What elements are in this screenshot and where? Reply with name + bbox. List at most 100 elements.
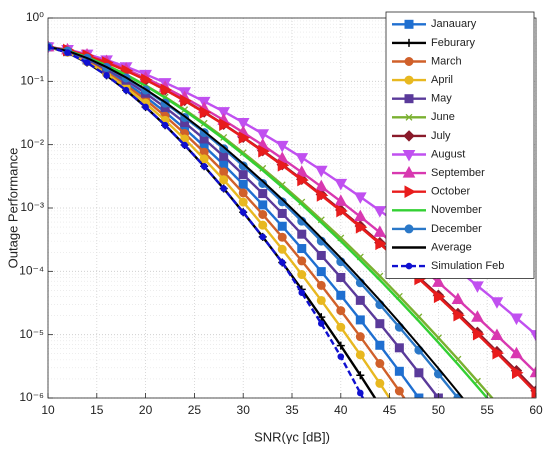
x-tick-label: 55: [481, 403, 495, 417]
marker: [353, 192, 367, 204]
marker: [336, 204, 348, 218]
marker: [238, 131, 251, 145]
legend-label: July: [431, 130, 451, 142]
marker: [451, 292, 465, 305]
marker: [103, 72, 110, 79]
marker: [405, 38, 413, 47]
marker: [454, 420, 462, 428]
marker: [219, 175, 229, 185]
marker: [432, 275, 445, 287]
marker: [199, 106, 212, 119]
marker: [297, 229, 307, 239]
marker: [219, 144, 229, 154]
marker: [402, 166, 416, 178]
marker: [238, 170, 248, 180]
marker: [510, 346, 523, 359]
marker: [357, 389, 364, 397]
marker: [433, 290, 446, 304]
ticks: 10 15 20 25 30 35 40 45 50 55 60 10⁻⁶ 10⁻⁵ 10⁻⁴ 10⁻³ 10…: [19, 10, 543, 417]
marker: [141, 73, 153, 87]
marker: [473, 419, 481, 427]
marker: [415, 415, 423, 423]
marker: [277, 244, 287, 254]
marker: [238, 197, 248, 207]
marker: [353, 209, 367, 222]
marker: [297, 256, 307, 266]
marker: [334, 194, 348, 206]
marker: [64, 49, 71, 56]
marker: [395, 409, 403, 417]
marker: [472, 327, 485, 341]
x-tick-label: 15: [90, 403, 104, 417]
marker: [277, 208, 287, 218]
marker: [336, 290, 346, 300]
legend-box: [385, 11, 535, 279]
marker: [490, 297, 504, 309]
y-tick-label: 10⁻⁶: [19, 390, 44, 404]
marker: [375, 378, 385, 388]
x-axis-label: SNR(γc [dB]): [254, 429, 330, 444]
marker: [314, 179, 328, 192]
marker: [405, 113, 413, 121]
legend-label: May: [431, 93, 452, 105]
marker: [219, 151, 229, 161]
marker: [316, 250, 326, 260]
legend: Janauary Feburary March April May June July Aug…: [385, 11, 535, 279]
legend-label: June: [431, 111, 455, 123]
marker: [316, 280, 326, 290]
legend-label: December: [431, 223, 482, 235]
marker: [238, 161, 248, 171]
marker: [238, 179, 248, 189]
marker: [355, 295, 365, 305]
marker: [355, 332, 365, 342]
series-line: [48, 45, 489, 398]
marker: [490, 328, 504, 341]
marker: [277, 158, 290, 172]
marker: [403, 130, 415, 142]
y-tick-label: 10⁻¹: [20, 74, 44, 88]
marker: [404, 57, 414, 66]
marker: [492, 346, 504, 360]
marker: [375, 237, 387, 251]
legend-label: August: [431, 148, 465, 160]
marker: [181, 141, 188, 149]
y-tick-label: 10⁻⁴: [19, 264, 44, 278]
x-tick-label: 35: [285, 403, 299, 417]
marker: [180, 94, 192, 108]
marker: [336, 322, 346, 332]
marker: [356, 371, 365, 380]
marker: [239, 209, 247, 216]
x-tick-label: 25: [188, 403, 202, 417]
marker: [355, 220, 368, 234]
marker: [434, 421, 442, 429]
marker: [277, 221, 287, 231]
marker: [258, 200, 268, 210]
marker: [220, 185, 227, 192]
series-line: [48, 45, 464, 398]
x-tick-label: 30: [237, 403, 251, 417]
marker: [394, 343, 404, 353]
legend-label: October: [431, 186, 470, 198]
marker: [199, 154, 209, 164]
marker: [317, 320, 325, 327]
y-tick-label: 10⁰: [26, 10, 44, 24]
marker: [494, 400, 500, 406]
marker: [297, 244, 307, 254]
x-tick-label: 40: [334, 403, 348, 417]
marker: [377, 428, 383, 434]
y-axis-label: Outage Performance: [5, 148, 20, 269]
marker: [258, 178, 268, 188]
marker: [336, 272, 346, 282]
marker: [314, 165, 328, 178]
marker: [510, 313, 523, 326]
marker: [404, 19, 414, 29]
series-line: [48, 45, 440, 398]
marker: [122, 86, 130, 94]
marker: [414, 368, 424, 378]
marker: [258, 189, 268, 199]
marker: [529, 365, 536, 378]
marker: [219, 118, 231, 132]
marker: [238, 188, 248, 198]
marker: [404, 224, 414, 234]
